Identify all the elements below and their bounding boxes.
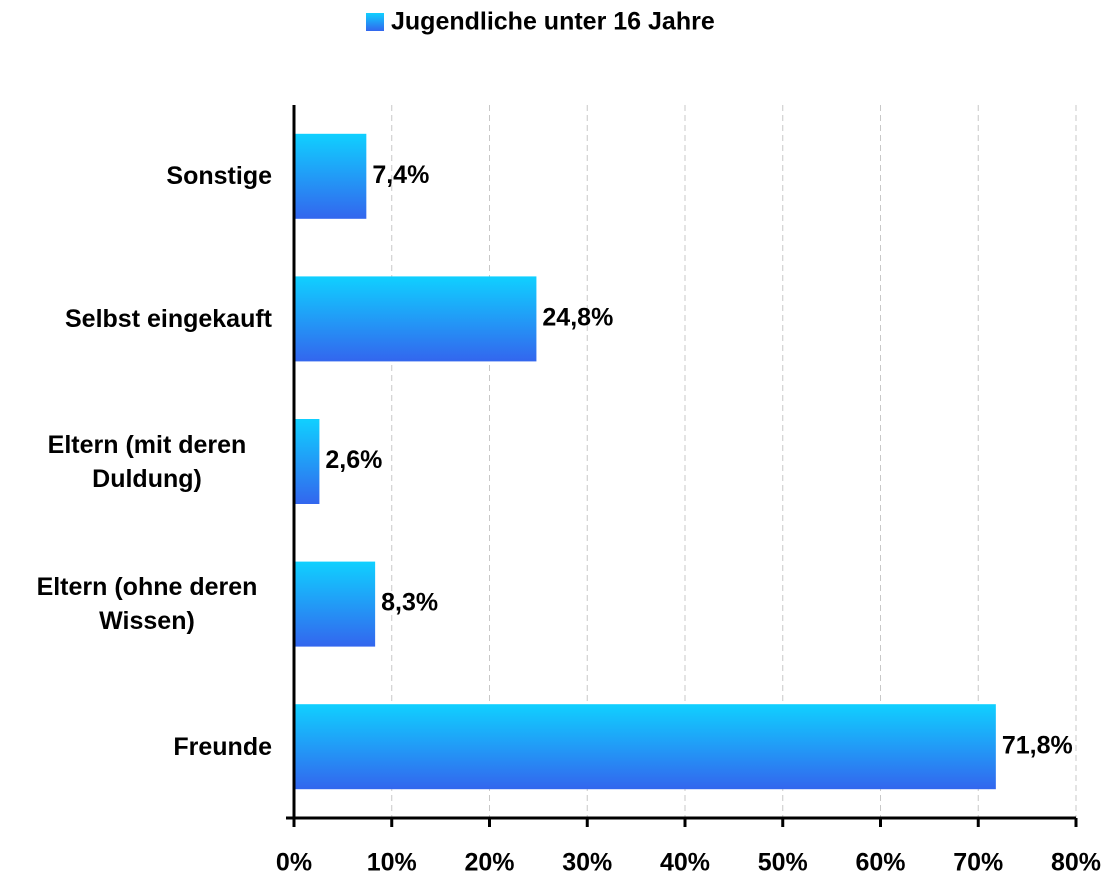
x-tick-label: 70% xyxy=(953,849,1003,877)
value-label: 24,8% xyxy=(542,304,613,332)
x-tick-label: 80% xyxy=(1051,849,1101,877)
x-tick-label: 0% xyxy=(276,849,312,877)
y-tick-label-box: Eltern (ohne deren Wissen) xyxy=(0,554,272,654)
y-tick-label-box: Freunde xyxy=(0,697,272,797)
x-tick-label: 10% xyxy=(367,849,417,877)
y-tick-label: Sonstige xyxy=(166,162,272,191)
y-tick-label-box: Eltern (mit deren Duldung) xyxy=(0,412,272,512)
bar xyxy=(294,561,376,647)
x-tick-label: 60% xyxy=(855,849,905,877)
y-tick-label: Eltern (mit deren Duldung) xyxy=(47,430,247,493)
value-label: 7,4% xyxy=(372,161,429,189)
legend-swatch xyxy=(366,13,384,31)
y-tick-label: Selbst eingekauft xyxy=(65,304,272,333)
y-tick-label-box: Sonstige xyxy=(0,126,272,226)
value-label: 8,3% xyxy=(381,589,438,617)
y-tick-label: Freunde xyxy=(173,732,272,761)
legend-label: Jugendliche unter 16 Jahre xyxy=(391,8,715,36)
x-tick-label: 50% xyxy=(758,849,808,877)
x-tick-label: 40% xyxy=(660,849,710,877)
x-tick-label: 30% xyxy=(562,849,612,877)
bar xyxy=(294,419,320,504)
y-tick-label-box: Selbst eingekauft xyxy=(0,269,272,369)
value-label: 2,6% xyxy=(325,446,382,474)
y-tick-label: Eltern (ohne deren Wissen) xyxy=(36,573,258,636)
bar xyxy=(294,276,537,362)
bar xyxy=(294,704,996,790)
value-label: 71,8% xyxy=(1002,731,1073,759)
bar xyxy=(294,133,367,219)
x-tick-label: 20% xyxy=(464,849,514,877)
